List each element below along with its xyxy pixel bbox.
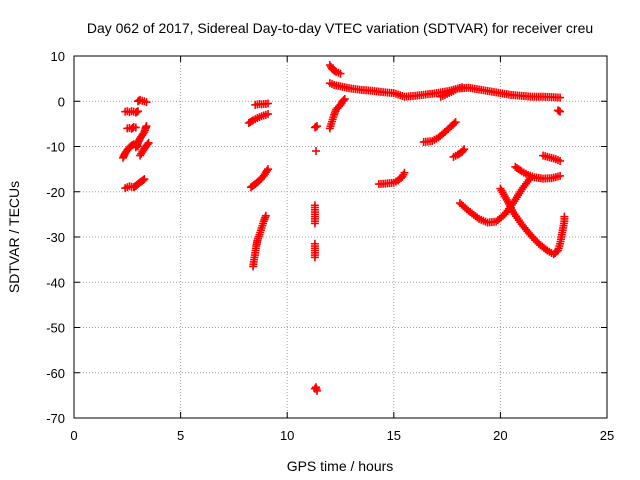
data-point (339, 96, 348, 105)
data-series (133, 95, 151, 107)
y-tick-label: 10 (51, 49, 65, 64)
data-point (313, 122, 322, 131)
x-tick-label: 20 (493, 428, 507, 443)
grid-lines (74, 56, 607, 418)
data-point (264, 109, 273, 118)
data-series (310, 122, 322, 132)
data-point (131, 123, 140, 132)
data-series (419, 118, 460, 146)
data-point (313, 386, 322, 395)
data-points (119, 61, 569, 395)
x-tick-label: 0 (70, 428, 77, 443)
data-series (246, 165, 273, 192)
data-series (325, 94, 349, 133)
data-point (556, 156, 565, 165)
data-series (325, 61, 345, 78)
data-point (458, 83, 467, 92)
data-point (142, 122, 151, 131)
y-tick-label: -10 (46, 140, 65, 155)
data-point (311, 147, 320, 156)
x-tick-label: 25 (600, 428, 614, 443)
y-tick-label: -60 (46, 366, 65, 381)
data-series (436, 83, 467, 101)
y-tick-label: 0 (58, 94, 65, 109)
data-series (310, 239, 319, 262)
data-series (496, 184, 569, 259)
data-series (310, 201, 319, 228)
data-point (140, 175, 149, 184)
x-tick-label: 5 (177, 428, 184, 443)
data-point (310, 219, 319, 228)
data-point (139, 175, 148, 184)
data-series (123, 123, 140, 133)
data-point (451, 118, 460, 127)
data-series (244, 109, 273, 127)
y-axis-label: SDTVAR / TECUs (6, 181, 22, 293)
data-series (455, 174, 535, 227)
data-point (310, 253, 319, 262)
y-tick-label: -50 (46, 321, 65, 336)
data-series (511, 162, 565, 183)
data-point (133, 107, 142, 116)
data-point (336, 69, 345, 78)
y-tick-label: -40 (46, 275, 65, 290)
x-tick-label: 15 (387, 428, 401, 443)
data-series (310, 383, 322, 395)
data-point (459, 146, 468, 155)
data-series (131, 122, 151, 152)
data-point (450, 119, 459, 128)
y-tick-label: -70 (46, 411, 65, 426)
x-tick-label: 10 (280, 428, 294, 443)
x-axis-label: GPS time / hours (287, 458, 394, 474)
data-point (142, 98, 151, 107)
data-series (539, 151, 565, 165)
chart-title: Day 062 of 2017, Sidereal Day-to-day VTE… (87, 20, 593, 36)
data-point (143, 140, 152, 149)
axes: 0 5 10 15 20 25 10 0 -10 -20 -30 -40 -50 -60 -70 (46, 49, 614, 443)
data-point (556, 171, 565, 180)
data-point (556, 93, 565, 102)
data-point (144, 138, 153, 147)
data-point (400, 168, 409, 177)
data-point (560, 212, 569, 221)
data-series (374, 168, 409, 189)
data-point (460, 145, 469, 154)
data-series (311, 147, 320, 156)
data-series (136, 138, 153, 160)
data-point (340, 94, 349, 103)
data-series (553, 106, 565, 116)
data-series (449, 145, 469, 161)
data-point (261, 211, 270, 220)
data-series (121, 175, 149, 193)
data-point (556, 107, 565, 116)
y-tick-label: -30 (46, 230, 65, 245)
data-series (249, 211, 270, 271)
data-point (264, 165, 273, 174)
data-point (264, 99, 273, 108)
data-point (262, 166, 271, 175)
y-tick-label: -20 (46, 185, 65, 200)
data-series (121, 107, 142, 117)
data-series (251, 99, 273, 109)
